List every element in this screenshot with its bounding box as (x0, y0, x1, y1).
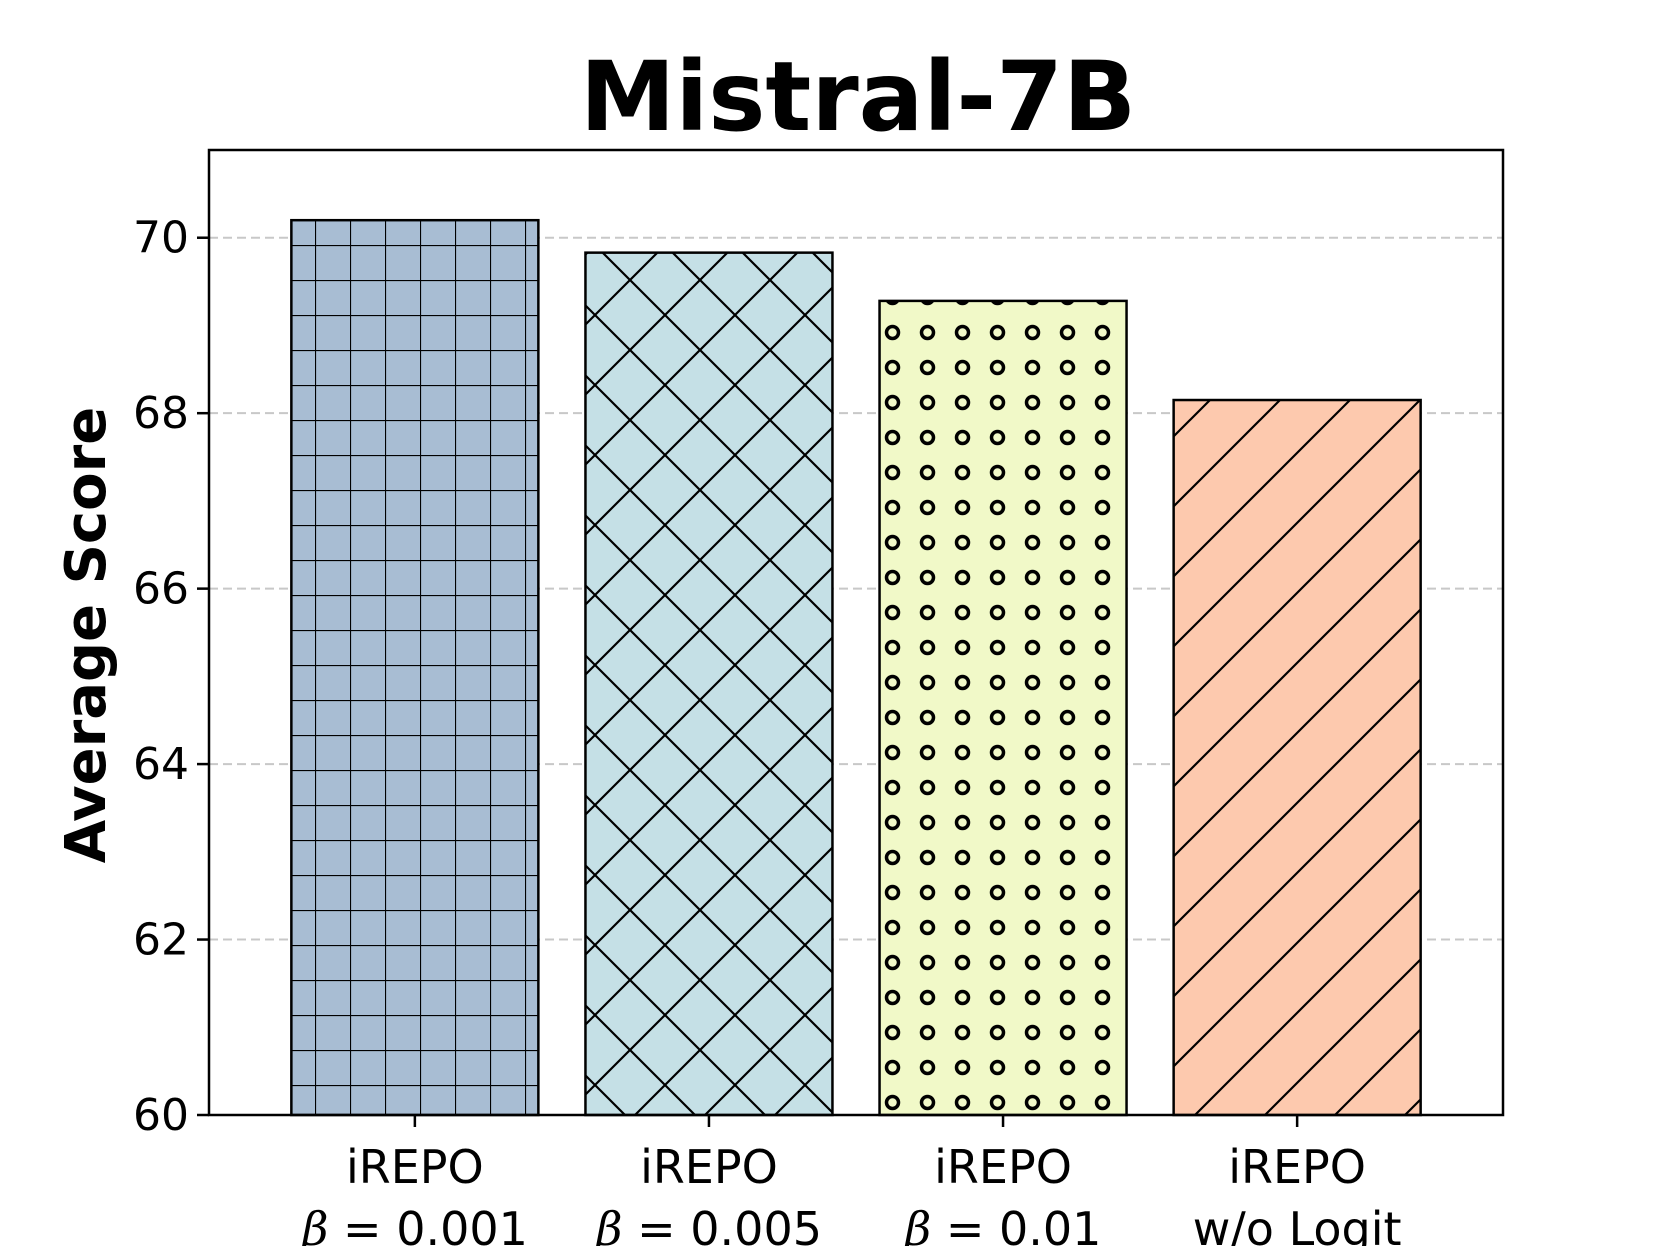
bar-hatch (585, 252, 833, 1115)
bar (290, 218, 540, 1117)
x-axis-ticks: iREPO β = 0.001 iREPO β = 0.005 iREPO β = 0.0… (300, 1115, 1402, 1246)
y-axis-ticks: 60 62 64 66 68 70 (133, 213, 209, 1141)
bar-hatch (879, 300, 1127, 1116)
bar (584, 251, 834, 1117)
x-tick-label-line2: β = 0.01 (903, 1202, 1102, 1246)
x-tick-label-line2: β = 0.005 (594, 1202, 822, 1246)
bars (290, 218, 1422, 1117)
y-tick-label: 70 (133, 213, 189, 264)
chart-title: Mistral-7B (580, 41, 1136, 153)
y-tick-label: 66 (133, 564, 189, 615)
x-tick-label-line2: β = 0.001 (300, 1202, 528, 1246)
y-tick-label: 62 (133, 915, 189, 966)
x-tick-label-line1: iREPO (346, 1140, 484, 1194)
x-tick-label-line2: w/o Logit (1193, 1202, 1402, 1246)
bar-hatch (1173, 400, 1421, 1116)
bar (1172, 398, 1422, 1117)
y-tick-label: 68 (133, 388, 189, 439)
x-tick-label-line1: iREPO (934, 1140, 1072, 1194)
y-tick-label: 60 (133, 1090, 189, 1141)
plot-frame (207, 148, 1505, 1117)
y-axis-label: Average Score (54, 407, 119, 863)
y-tick-label: 64 (133, 739, 189, 790)
bar-hatch (291, 220, 539, 1115)
x-tick-label-line1: iREPO (1228, 1140, 1366, 1194)
bar (878, 299, 1128, 1117)
x-tick-label-line1: iREPO (640, 1140, 778, 1194)
